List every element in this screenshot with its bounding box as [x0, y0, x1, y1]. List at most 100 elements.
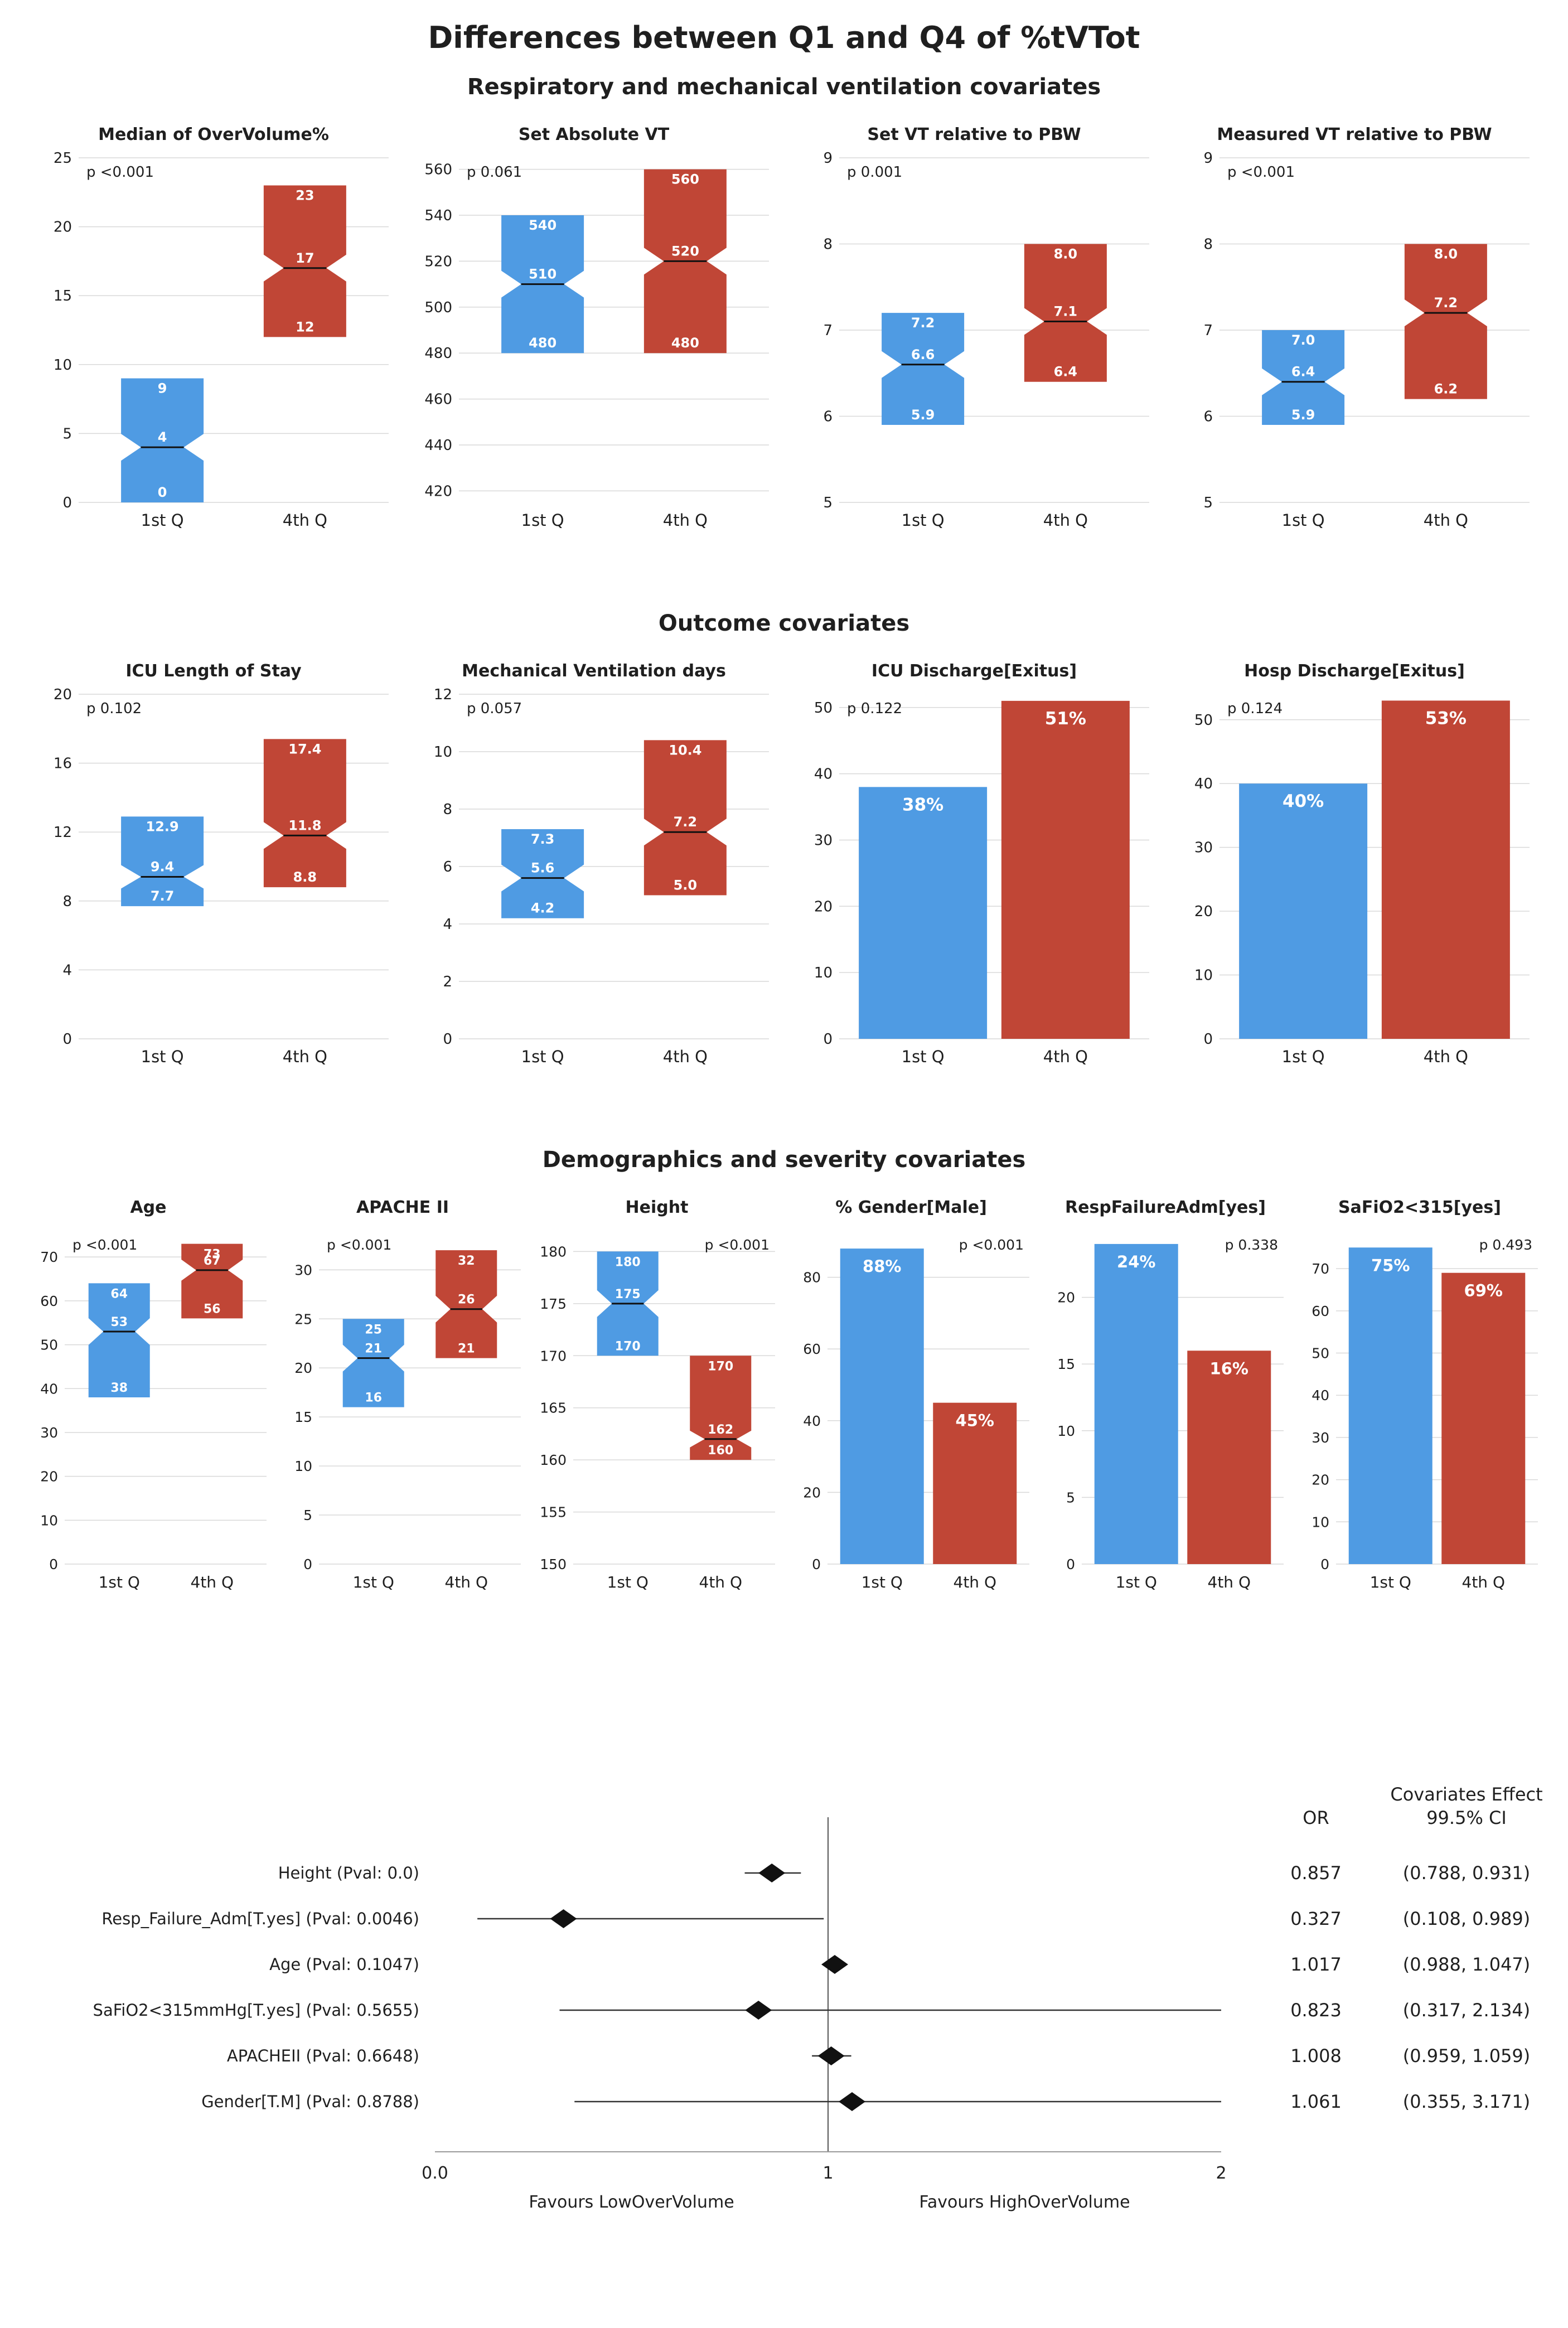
- y-tick-label: 15: [1057, 1356, 1075, 1372]
- y-tick-label: 6: [443, 859, 452, 875]
- p-value-label: p <0.001: [959, 1237, 1024, 1253]
- or-diamond: [550, 1909, 577, 1928]
- y-tick-label: 5: [1066, 1489, 1075, 1506]
- favours-left-label: Favours LowOverVolume: [529, 2193, 734, 2212]
- y-tick-label: 30: [814, 832, 833, 849]
- notched-box-1st-q: [88, 1283, 150, 1397]
- y-tick-label: 0: [823, 1031, 833, 1048]
- bar-1st-q: [1239, 783, 1368, 1039]
- x-category-label: 4th Q: [1208, 1573, 1251, 1591]
- y-tick-label: 0: [303, 1556, 312, 1572]
- y-tick-label: 10: [434, 744, 452, 761]
- panel-chart: 0 5 10 15 20 1st Q 4th Q p 0.338 24% 16%: [1057, 1237, 1284, 1591]
- forest-row-label: Height (Pval: 0.0): [278, 1864, 419, 1882]
- x-category-label: 1st Q: [902, 511, 945, 530]
- box-median-label: 6.4: [1291, 364, 1315, 380]
- x-category-label: 4th Q: [1043, 1047, 1088, 1066]
- x-category-label: 4th Q: [1462, 1573, 1505, 1591]
- notched-box-4th-q: [263, 739, 346, 888]
- or-column-header: OR: [1303, 1807, 1329, 1828]
- box-median-label: 7.1: [1054, 304, 1078, 320]
- panel-icu-discharge-exitus: ICU Discharge[Exitus] 0 10 20 30 40 50 1st Q 4th…: [790, 659, 1158, 1075]
- x-category-label: 1st Q: [862, 1573, 903, 1591]
- notched-box-4th-q: [181, 1243, 243, 1319]
- y-tick-label: 60: [803, 1341, 821, 1357]
- y-tick-label: 30: [40, 1425, 58, 1441]
- panel-chart: 5 6 7 8 9 1st Q 4th Q p 0.001 7.2 6.6 5.9 8.0 7.1 6.4: [823, 150, 1149, 530]
- forest-row-label: Age (Pval: 0.1047): [269, 1955, 419, 1974]
- y-tick-label: 0: [812, 1556, 821, 1572]
- y-tick-label: 50: [1194, 712, 1213, 729]
- ci-value: (0.788, 0.931): [1403, 1862, 1531, 1884]
- y-tick-label: 40: [1194, 776, 1213, 792]
- ci-value: (0.355, 3.171): [1403, 2091, 1531, 2112]
- y-tick-label: 180: [540, 1243, 567, 1260]
- y-tick-label: 20: [294, 1360, 312, 1376]
- ci-value: (0.988, 1.047): [1403, 1954, 1531, 1975]
- p-value-label: p 0.124: [1227, 700, 1283, 717]
- favours-right-label: Favours HighOverVolume: [919, 2193, 1130, 2212]
- box-high-label: 12.9: [146, 819, 179, 834]
- bar-4th-q: [1001, 700, 1130, 1039]
- y-tick-label: 520: [424, 253, 452, 270]
- y-tick-label: 7: [1203, 322, 1213, 339]
- y-tick-label: 15: [54, 288, 72, 304]
- y-tick-label: 2: [443, 974, 452, 990]
- x-category-label: 4th Q: [1043, 511, 1088, 530]
- forest-row-label: SaFiO2<315mmHg[T.yes] (Pval: 0.5655): [93, 2001, 419, 2020]
- section-title-demographics: Demographics and severity covariates: [542, 1147, 1026, 1173]
- y-tick-label: 0: [1066, 1556, 1075, 1572]
- box-median-label: 7.2: [1434, 295, 1458, 311]
- notched-box-4th-q: [643, 740, 727, 896]
- ci-column-header-line1: Covariates Effect: [1390, 1784, 1542, 1805]
- box-high-label: 7.3: [531, 831, 555, 847]
- box-low-label: 0: [158, 485, 167, 500]
- x-category-label: 4th Q: [1424, 511, 1468, 530]
- bar-1st-q: [1348, 1247, 1433, 1564]
- y-tick-label: 10: [814, 965, 833, 981]
- bar-value-label: 53%: [1425, 708, 1467, 728]
- y-tick-label: 4: [62, 962, 72, 979]
- y-tick-label: 10: [1311, 1514, 1329, 1530]
- or-value: 1.008: [1290, 2045, 1342, 2066]
- box-median-label: 21: [365, 1342, 382, 1356]
- y-tick-label: 80: [803, 1270, 821, 1286]
- box-low-label: 21: [458, 1342, 475, 1356]
- y-tick-label: 170: [540, 1348, 567, 1364]
- box-median-label: 67: [204, 1254, 221, 1268]
- panel-height: Height 150 155 160 165 170 175 180 1st Q 4th Q p <…: [532, 1195, 782, 1600]
- box-median-label: 26: [458, 1293, 475, 1307]
- y-tick-label: 50: [1311, 1346, 1329, 1362]
- p-value-label: p 0.493: [1479, 1237, 1532, 1253]
- panel-chart: 5 6 7 8 9 1st Q 4th Q p <0.001 7.0 6.4 5.9 8.0 7.2 6.…: [1203, 150, 1530, 530]
- y-tick-label: 540: [424, 207, 452, 224]
- y-tick-label: 25: [294, 1311, 312, 1327]
- y-tick-label: 12: [54, 824, 72, 841]
- y-tick-label: 5: [1203, 495, 1213, 511]
- box-high-label: 7.2: [911, 315, 935, 331]
- forest-row-label: Resp_Failure_Adm[T.yes] (Pval: 0.0046): [101, 1909, 419, 1928]
- notched-box-4th-q: [1024, 244, 1107, 382]
- panel-median-of-overvolume: Median of OverVolume% 0 5 10 15 20 25 1st Q 4th …: [30, 122, 398, 538]
- forest-row-label: APACHEII (Pval: 0.6648): [227, 2046, 419, 2065]
- ci-value: (0.959, 1.059): [1403, 2045, 1531, 2066]
- p-value-label: p 0.102: [86, 700, 142, 717]
- panel-chart: 420 440 460 480 500 520 540 560 1st Q 4th Q p 0.06…: [424, 162, 769, 530]
- x-category-label: 4th Q: [663, 511, 708, 530]
- ci-column-header-line2: 99.5% CI: [1426, 1807, 1507, 1828]
- x-category-label: 1st Q: [607, 1573, 649, 1591]
- x-category-label: 1st Q: [1282, 511, 1325, 530]
- x-category-label: 1st Q: [902, 1047, 945, 1066]
- box-low-label: 170: [615, 1339, 641, 1353]
- bar-value-label: 38%: [902, 795, 943, 815]
- panel-icu-length-of-stay: ICU Length of Stay 0 4 8 12 16 20 1st Q 4th Q p 0…: [30, 659, 398, 1075]
- y-tick-label: 4: [443, 916, 452, 933]
- y-tick-label: 20: [54, 686, 72, 703]
- or-diamond: [758, 1864, 786, 1882]
- y-tick-label: 5: [303, 1507, 312, 1523]
- box-median-label: 7.2: [674, 814, 698, 830]
- panel-gender-male: % Gender[Male] 0 20 40 60 80 1st Q 4th Q p <0.00…: [786, 1195, 1036, 1600]
